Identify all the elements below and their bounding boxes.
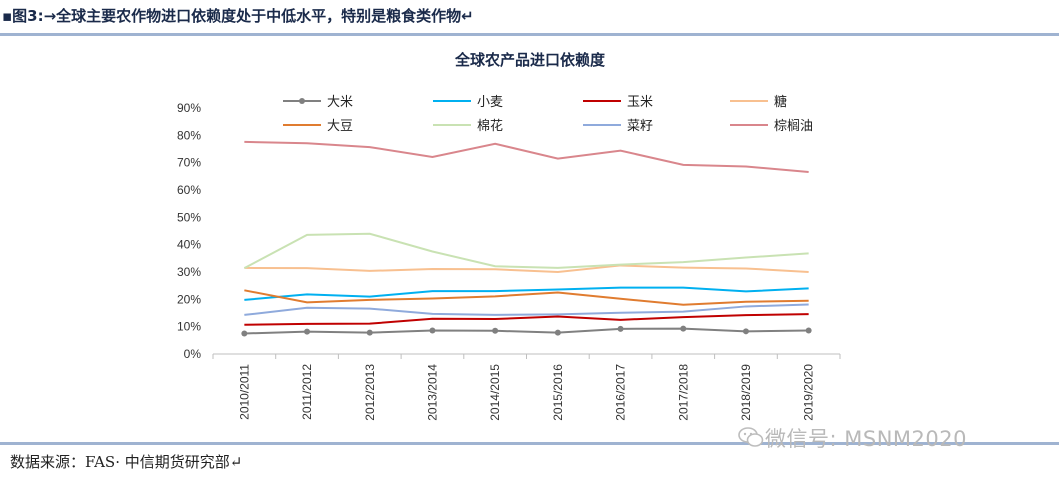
x-tick-label: 2010/2011 bbox=[237, 364, 251, 420]
data-point bbox=[241, 330, 248, 337]
y-tick-label: 30% bbox=[177, 265, 201, 279]
data-point bbox=[680, 325, 687, 332]
data-point bbox=[492, 327, 499, 334]
series-line bbox=[244, 264, 809, 274]
data-point bbox=[805, 327, 812, 334]
x-tick-label: 2017/2018 bbox=[676, 364, 690, 421]
legend-label: 大豆 bbox=[327, 119, 353, 134]
series-line bbox=[243, 232, 809, 270]
top-divider bbox=[0, 33, 1059, 36]
x-tick-label: 2012/2013 bbox=[363, 364, 377, 421]
y-tick-label: 20% bbox=[177, 292, 201, 306]
data-point bbox=[617, 325, 624, 332]
bottom-divider bbox=[0, 442, 1059, 445]
legend-marker bbox=[299, 98, 305, 104]
x-tick-label: 2014/2015 bbox=[488, 364, 502, 421]
series-line bbox=[244, 327, 809, 335]
series-line bbox=[244, 140, 809, 173]
y-axis: 0% 10% 20% 30% 40% 50% 60% 70% 80% 90% bbox=[177, 101, 201, 361]
wechat-icon bbox=[738, 427, 764, 447]
y-tick-label: 40% bbox=[177, 238, 201, 252]
series-line bbox=[244, 286, 809, 301]
series-group bbox=[241, 140, 812, 337]
x-tick-label: 2018/2019 bbox=[739, 364, 753, 421]
x-tick-label: 2019/2020 bbox=[802, 364, 816, 421]
legend-label: 大米 bbox=[327, 95, 353, 110]
line-chart: 全球农产品进口依赖度 大米 小麦 玉米 糖大豆 棉花 菜籽 棕榈油 0% 10% 20% 30% 4… bbox=[177, 51, 841, 421]
figure-caption: ▪图3:→全球主要农作物进口依赖度处于中低水平，特别是粮食类作物↵ bbox=[2, 7, 474, 25]
y-tick-label: 80% bbox=[177, 128, 201, 142]
data-point bbox=[554, 329, 561, 336]
series-line bbox=[244, 303, 809, 316]
source-note: 数据来源：FAS· 中信期货研究部↵ bbox=[10, 453, 243, 471]
y-tick-label: 50% bbox=[177, 210, 201, 224]
y-tick-label: 70% bbox=[177, 156, 201, 170]
legend-label: 菜籽 bbox=[627, 119, 653, 134]
series-line bbox=[244, 289, 809, 306]
y-tick-label: 90% bbox=[177, 101, 201, 115]
legend-label: 棕榈油 bbox=[774, 119, 813, 134]
data-point bbox=[304, 328, 311, 335]
x-tick-label: 2015/2016 bbox=[551, 364, 565, 421]
x-tick-label: 2013/2014 bbox=[425, 364, 439, 421]
data-point bbox=[366, 329, 373, 336]
y-tick-label: 0% bbox=[184, 347, 202, 361]
chart-legend: 大米 小麦 玉米 糖大豆 棉花 菜籽 棕榈油 bbox=[283, 94, 813, 134]
data-point bbox=[742, 328, 749, 335]
x-tick-label: 2016/2017 bbox=[614, 364, 628, 421]
data-point bbox=[429, 327, 436, 334]
watermark: 微信号: MSNM2020 bbox=[765, 427, 967, 451]
y-tick-label: 60% bbox=[177, 183, 201, 197]
chart-title: 全球农产品进口依赖度 bbox=[454, 51, 606, 69]
legend-label: 糖 bbox=[774, 94, 787, 110]
legend-label: 玉米 bbox=[627, 95, 653, 110]
legend-label: 棉花 bbox=[477, 118, 503, 134]
x-axis: 2010/2011 2011/2012 2012/2013 2013/2014 2014… bbox=[212, 353, 841, 421]
series-line bbox=[244, 313, 809, 326]
x-tick-label: 2011/2012 bbox=[300, 364, 314, 420]
legend-label: 小麦 bbox=[477, 95, 503, 110]
y-tick-label: 10% bbox=[177, 320, 201, 334]
